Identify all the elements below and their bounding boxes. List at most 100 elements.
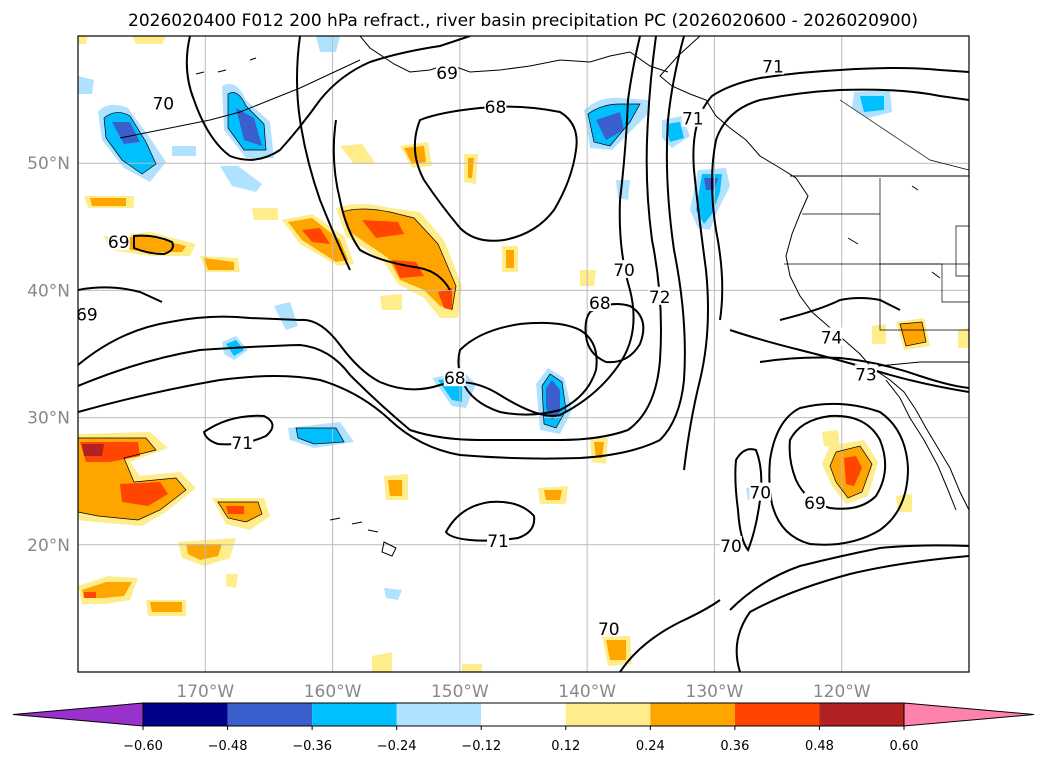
contour-line	[734, 448, 763, 552]
colorbar-box	[650, 703, 735, 726]
contour-label: 69	[76, 306, 98, 326]
contour-label-bg	[761, 56, 784, 75]
contour-label: 69	[436, 64, 458, 84]
colorbar-box	[734, 703, 820, 726]
contour-label: 70	[720, 537, 742, 557]
pos-region	[900, 322, 926, 346]
state-border	[955, 225, 969, 277]
lon-tick-label: 120°W	[813, 682, 871, 702]
contour-label: 70	[152, 94, 174, 114]
colorbar-box	[819, 703, 904, 726]
contour-line	[768, 402, 910, 546]
neg-region	[384, 588, 402, 600]
neg-region	[274, 302, 298, 330]
neg-region	[616, 180, 630, 200]
lon-tick-label: 140°W	[558, 682, 616, 702]
latitude-tick-labels: 20°N 30°N 40°N 50°N	[27, 154, 70, 556]
lon-tick-label: 150°W	[431, 682, 489, 702]
contour-label: 73	[855, 365, 877, 385]
contour-line	[78, 36, 641, 417]
refractivity-contours	[78, 36, 969, 672]
pos-region	[150, 602, 182, 612]
neg-region	[316, 36, 340, 52]
colorbar-tick-label: 0.12	[551, 739, 580, 754]
contour-line	[788, 414, 887, 510]
contour-label: 71	[487, 532, 509, 552]
pos-region	[462, 664, 482, 672]
aleutian-islands	[119, 59, 361, 139]
pos-region	[132, 36, 166, 44]
contour-label: 71	[682, 110, 704, 130]
contour-line	[78, 36, 662, 442]
pos-region	[372, 652, 392, 672]
contour-label-bg	[648, 286, 671, 305]
pos-region	[362, 220, 404, 238]
contour-label: 68	[589, 294, 611, 314]
us-mexico-border	[877, 361, 969, 367]
coastlines	[119, 36, 969, 557]
outline	[899, 321, 927, 347]
contour-label-bg	[231, 433, 254, 452]
contour-label-bg	[719, 536, 742, 555]
map-frame	[77, 35, 970, 673]
colorbar-tick-label: 0.36	[720, 739, 749, 754]
province-border	[839, 99, 969, 171]
colorbar-tick-label: −0.24	[377, 739, 417, 754]
colorbar-tick-label: −0.12	[461, 739, 501, 754]
baja-coastline	[885, 379, 957, 511]
contour-line	[619, 599, 721, 672]
contour-label: 69	[804, 494, 826, 514]
colorbar-box	[227, 703, 313, 726]
chart-title: 2026020400 F012 200 hPa refract., river …	[128, 11, 918, 31]
outline	[78, 437, 187, 521]
contour-line	[332, 119, 451, 291]
contour-line	[683, 67, 969, 471]
neg-region	[78, 76, 94, 94]
colorbar-extend-low	[12, 702, 144, 727]
contour-label-bg	[484, 97, 507, 116]
pos-region	[302, 228, 330, 244]
contour-line	[729, 329, 969, 393]
contour-label: 71	[762, 58, 784, 78]
lat-tick-label: 40°N	[27, 281, 70, 301]
pos-region	[544, 490, 562, 500]
contour-label-bg	[820, 327, 843, 346]
neg-region	[172, 146, 196, 156]
outline	[227, 92, 267, 151]
neg-region	[236, 108, 262, 146]
neg-region	[296, 428, 344, 444]
contour-label-bg	[78, 304, 98, 323]
colorbar-tick-label: 0.24	[636, 739, 665, 754]
outline	[541, 373, 567, 429]
contour-label: 70	[598, 620, 620, 640]
outline	[587, 103, 641, 147]
contour-label-bg	[681, 108, 704, 127]
contour-label-bg	[613, 260, 636, 279]
neg-region	[220, 166, 262, 192]
contour-line	[759, 356, 969, 389]
island	[847, 185, 941, 279]
contour-line	[78, 286, 163, 303]
pos-region	[380, 294, 402, 310]
pos-region	[844, 456, 862, 486]
longitude-tick-labels: 170°W 160°W 150°W 140°W 130°W 120°W	[176, 682, 870, 702]
pos-region	[594, 442, 604, 458]
contour-label: 68	[444, 369, 466, 389]
outline	[103, 112, 157, 175]
contour-label: 69	[108, 233, 130, 253]
colorbar-box	[312, 703, 397, 726]
positive-anomaly-regions	[78, 36, 969, 672]
pos-region	[580, 270, 596, 286]
contour-label: 70	[613, 261, 635, 281]
contour-label: 70	[749, 484, 771, 504]
contour-label: 68	[485, 98, 507, 118]
pos-region	[388, 480, 402, 496]
pos-region	[822, 430, 840, 448]
contour-label-bg	[443, 368, 466, 387]
contour-line	[185, 36, 471, 161]
neg-region	[112, 122, 140, 144]
colorbar-tick-label: 0.48	[805, 739, 834, 754]
lon-tick-label: 160°W	[304, 682, 362, 702]
